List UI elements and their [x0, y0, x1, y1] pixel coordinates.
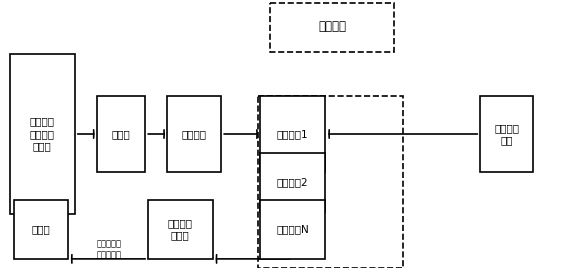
- Bar: [260, 96, 325, 172]
- Text: 预热模块: 预热模块: [182, 129, 207, 139]
- Text: 酚类衍生
物的碱性
水溶液: 酚类衍生 物的碱性 水溶液: [30, 117, 55, 151]
- Bar: [270, 3, 394, 52]
- Text: 计量泵: 计量泵: [111, 129, 131, 139]
- Text: 微反应器2: 微反应器2: [277, 177, 309, 187]
- Text: 微反应器N: 微反应器N: [276, 224, 309, 234]
- Text: 聚芳醚产
物溶液: 聚芳醚产 物溶液: [168, 218, 193, 240]
- Bar: [148, 200, 212, 259]
- Bar: [260, 153, 325, 212]
- Bar: [10, 54, 74, 214]
- Bar: [258, 96, 403, 268]
- Bar: [14, 200, 68, 259]
- Text: 沉淀、过滤
洗涤、干燥: 沉淀、过滤 洗涤、干燥: [96, 239, 121, 259]
- Bar: [480, 96, 534, 172]
- Bar: [168, 96, 221, 172]
- Bar: [97, 96, 145, 172]
- Text: 反应模块: 反应模块: [318, 20, 346, 33]
- Text: 微反应器1: 微反应器1: [277, 129, 309, 139]
- Text: 聚芳醚: 聚芳醚: [32, 224, 51, 234]
- Text: 氧化剂水
溶液: 氧化剂水 溶液: [494, 123, 519, 145]
- Bar: [260, 200, 325, 259]
